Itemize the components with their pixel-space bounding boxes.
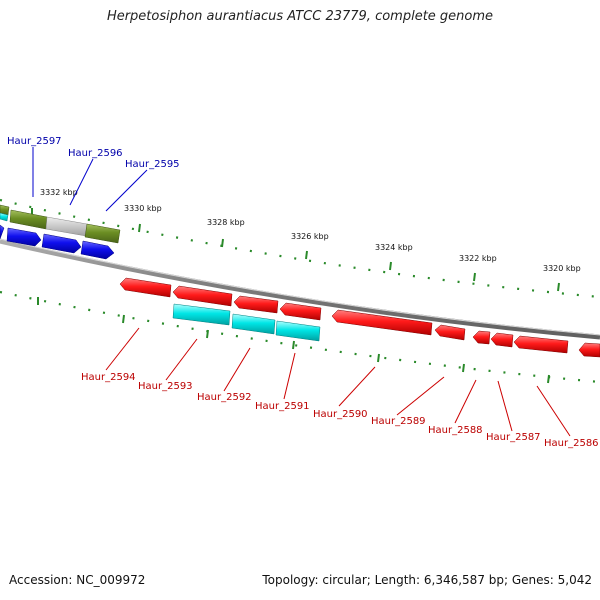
gene-red-2590 xyxy=(331,309,433,336)
genome-summary: Topology: circular; Length: 6,346,587 bp… xyxy=(262,573,592,587)
forward-leader-lines xyxy=(32,147,148,212)
gene-label-haur-2596[interactable]: Haur_2596 xyxy=(68,148,123,159)
gene-red-2591 xyxy=(279,302,322,321)
scale-label-3332: 3332 kbp xyxy=(40,188,78,197)
scale-label-3330: 3330 kbp xyxy=(124,204,162,213)
genome-backbone xyxy=(0,238,600,340)
gene-blue-2 xyxy=(41,233,82,254)
feature-olive-2 xyxy=(84,223,121,244)
gene-red-2594 xyxy=(119,277,172,298)
forward-strand-features xyxy=(0,204,121,260)
gene-red-2586 xyxy=(513,335,569,354)
gene-label-haur-2593[interactable]: Haur_2593 xyxy=(138,381,193,392)
feature-grey xyxy=(45,216,88,237)
scale-label-3320: 3320 kbp xyxy=(543,264,581,273)
gene-red-2587 xyxy=(490,332,514,348)
gene-label-haur-2586[interactable]: Haur_2586 xyxy=(544,438,599,449)
gene-red-2589 xyxy=(434,324,466,341)
gene-label-haur-2590[interactable]: Haur_2590 xyxy=(313,409,368,420)
gene-label-haur-2591[interactable]: Haur_2591 xyxy=(255,401,310,412)
scale-label-3322: 3322 kbp xyxy=(459,254,497,263)
reverse-strand-features xyxy=(119,277,600,358)
gene-red-edge xyxy=(578,342,600,358)
gene-label-haur-2595[interactable]: Haur_2595 xyxy=(125,159,180,170)
gene-red-2592 xyxy=(233,295,279,314)
gene-blue-0 xyxy=(0,224,5,240)
gene-label-haur-2594[interactable]: Haur_2594 xyxy=(81,372,136,383)
rna-cyan-3 xyxy=(275,320,321,342)
gene-label-haur-2589[interactable]: Haur_2589 xyxy=(371,416,426,427)
accession-label: Accession: NC_009972 xyxy=(9,573,146,587)
scale-label-3326: 3326 kbp xyxy=(291,232,329,241)
gene-label-haur-2588[interactable]: Haur_2588 xyxy=(428,425,483,436)
gene-label-haur-2587[interactable]: Haur_2587 xyxy=(486,432,541,443)
reverse-leader-lines xyxy=(105,327,571,437)
gene-blue-1 xyxy=(6,227,42,247)
gene-red-2593 xyxy=(172,285,233,307)
feature-cyan-left-edge xyxy=(0,212,9,222)
gene-label-haur-2597[interactable]: Haur_2597 xyxy=(7,136,62,147)
gene-label-haur-2592[interactable]: Haur_2592 xyxy=(197,392,252,403)
rna-cyan-1 xyxy=(172,303,231,326)
feature-olive-1 xyxy=(9,209,48,230)
scale-label-3324: 3324 kbp xyxy=(375,243,413,252)
gene-blue-3 xyxy=(80,240,115,260)
rna-cyan-2 xyxy=(231,313,276,335)
outer-major-ticks xyxy=(31,208,560,292)
genome-title: Herpetosiphon aurantiacus ATCC 23779, co… xyxy=(106,9,494,24)
inner-major-ticks xyxy=(37,297,550,384)
scale-label-3328: 3328 kbp xyxy=(207,218,245,227)
gene-red-2588 xyxy=(472,330,491,345)
